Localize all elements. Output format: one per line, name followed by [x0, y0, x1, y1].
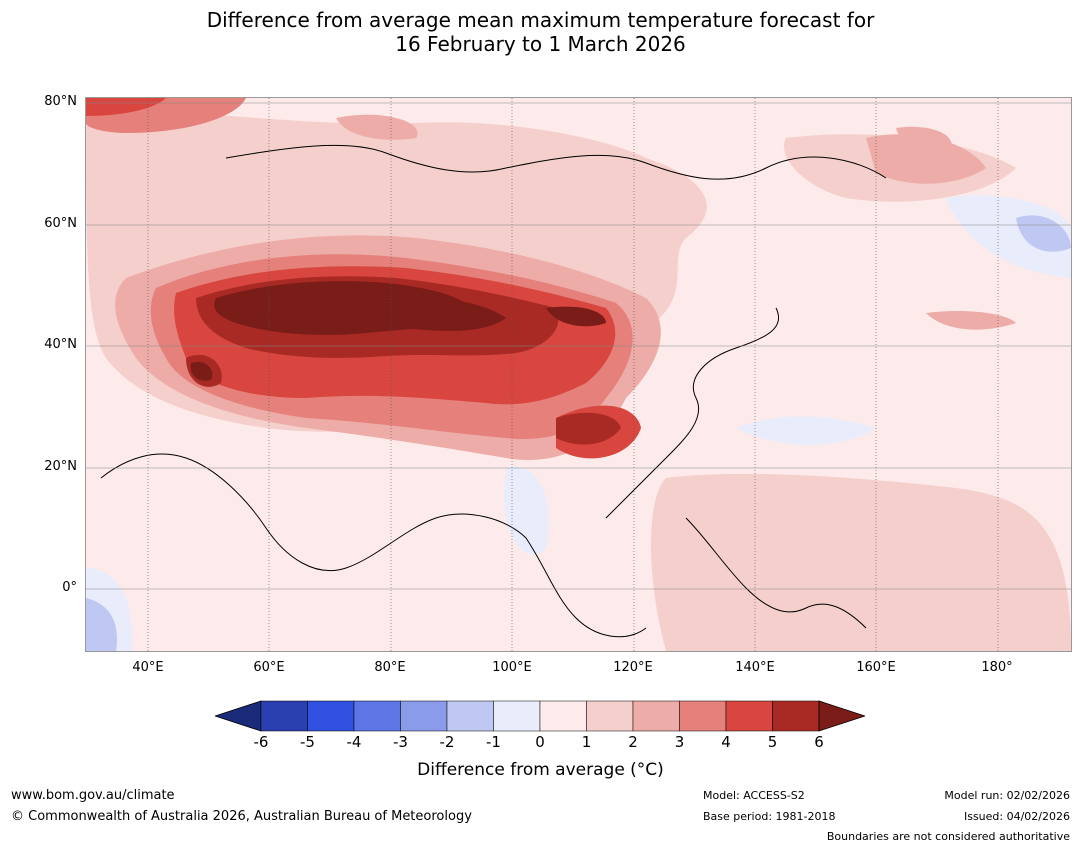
footer-base-period: Base period: 1981-2018 [703, 810, 836, 823]
footer-model: Model: ACCESS-S2 [703, 789, 805, 802]
footer-issued: Issued: 04/02/2026 [963, 810, 1070, 823]
colorbar-tick: -4 [346, 733, 362, 751]
footer-disclaimer: Boundaries are not considered authoritat… [826, 830, 1070, 843]
colorbar-tick: -6 [253, 733, 269, 751]
lat-label-60n: 60°N [44, 216, 77, 231]
colorbar-tick: 0 [535, 733, 545, 751]
colorbar-tick: -3 [393, 733, 408, 751]
colorbar-swatch [586, 700, 634, 732]
colorbar-extend-low [215, 700, 262, 732]
footer-url: www.bom.gov.au/climate [11, 788, 175, 803]
colorbar-swatch [539, 700, 587, 732]
colorbar-swatch [772, 700, 820, 732]
map-title: Difference from average mean maximum tem… [0, 8, 1081, 56]
anomaly-map [85, 97, 1072, 652]
colorbar-tick: 5 [767, 733, 778, 751]
colorbar-swatch [679, 700, 727, 732]
colorbar-swatch [493, 700, 541, 732]
map-canvas [86, 98, 1071, 651]
lat-label-20n: 20°N [44, 459, 77, 474]
lon-label-40e: 40°E [132, 660, 164, 675]
colorbar-extend-high [818, 700, 865, 732]
colorbar-swatch [400, 700, 448, 732]
footer-model-run: Model run: 02/02/2026 [944, 789, 1070, 802]
colorbar-swatch [307, 700, 355, 732]
colorbar-tick: 3 [674, 733, 685, 751]
colorbar-swatch [725, 700, 773, 732]
lon-label-120e: 120°E [613, 660, 653, 675]
lon-label-140e: 140°E [735, 660, 775, 675]
footer-copyright: © Commonwealth of Australia 2026, Austra… [11, 809, 472, 824]
colorbar [215, 700, 865, 732]
lon-label-100e: 100°E [492, 660, 532, 675]
colorbar-swatch [353, 700, 401, 732]
colorbar-swatch [446, 700, 494, 732]
colorbar-swatch [632, 700, 680, 732]
lat-label-80n: 80°N [44, 94, 77, 109]
lon-label-160e: 160°E [856, 660, 896, 675]
colorbar-swatch [260, 700, 308, 732]
colorbar-tick: 4 [721, 733, 731, 751]
colorbar-tick: 6 [814, 733, 824, 751]
colorbar-tick: -1 [486, 733, 501, 751]
colorbar-tick: -2 [439, 733, 455, 751]
lon-label-60e: 60°E [253, 660, 285, 675]
colorbar-tick: -5 [300, 733, 315, 751]
lon-label-180: 180° [981, 660, 1013, 675]
title-line-1: Difference from average mean maximum tem… [206, 8, 875, 32]
colorbar-label: Difference from average (°C) [417, 760, 664, 780]
colorbar-tick: 1 [581, 733, 592, 751]
lat-label-40n: 40°N [44, 337, 77, 352]
title-line-2: 16 February to 1 March 2026 [395, 32, 686, 56]
lat-label-0: 0° [62, 580, 77, 595]
lon-label-80e: 80°E [374, 660, 406, 675]
colorbar-tick: 2 [628, 733, 638, 751]
